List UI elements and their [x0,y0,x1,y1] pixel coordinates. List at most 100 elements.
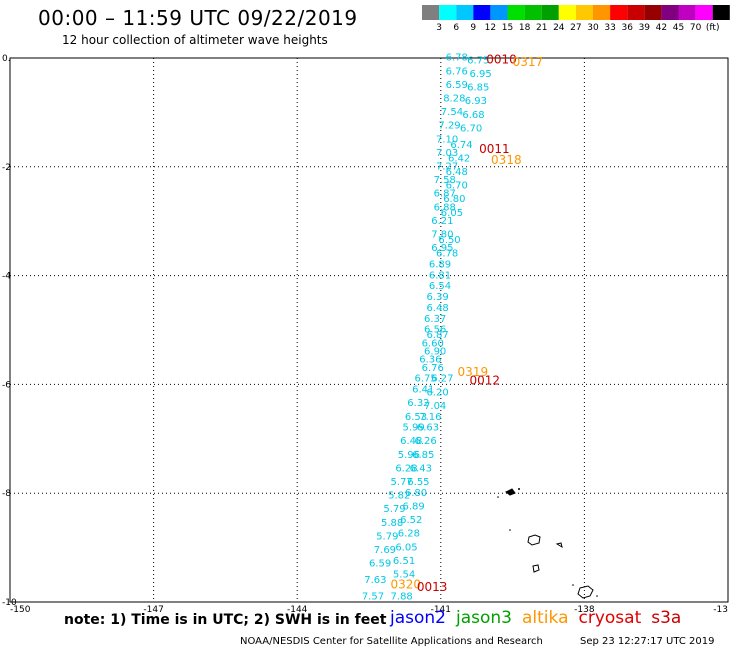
wave-height-label: 6.59 [446,80,468,91]
wave-height-label: 7.69 [374,545,396,556]
wave-height-label: 7.16 [419,412,441,423]
wave-height-label: 6.51 [393,556,415,567]
colorbar-swatch [507,5,525,20]
wave-height-label: 6.90 [424,346,446,357]
wave-height-label: 6.75 [414,374,436,385]
wave-height-label: 5.77 [391,477,413,488]
satellite-legend-s3a: s3a [651,608,682,628]
wave-height-label: 6.54 [429,281,451,292]
colorbar-swatch [695,5,713,20]
y-tick-label: 0. [2,54,11,64]
wave-height-label: 6.89 [403,502,425,513]
colorbar-swatch [644,5,662,20]
colorbar-swatch [541,5,559,20]
wave-height-label: 7.57 [362,591,384,602]
satellite-legend: jason2 jason3 altika cryosat s3a [390,608,691,628]
wave-height-label: 7.27 [436,162,458,173]
chart-title: 00:00 – 11:59 UTC 09/22/2019 [38,6,358,30]
wave-height-label: 6.42 [448,153,470,164]
wave-height-label: 6.95 [431,243,453,254]
colorbar-label: 6 [453,23,459,33]
pass-time-label: 0317 [513,55,544,69]
colorbar-label: 3 [436,23,442,33]
pass-time-label: 0013 [417,580,448,594]
wave-height-label: 6.80 [405,488,427,499]
wave-height-label: 6.48 [426,303,448,314]
wave-height-label: 6.59 [369,559,391,570]
island-outlines [497,488,598,599]
wave-height-label: 6.28 [398,529,420,540]
wave-height-label: 6.27 [431,374,453,385]
wave-height-label: 7.29 [438,121,460,132]
wave-height-label: 6.63 [417,423,439,434]
wave-height-label: 6.87 [426,330,448,341]
wave-height-label: 6.88 [434,202,456,213]
wave-height-label: 5.79 [376,531,398,542]
wave-height-label: 6.39 [426,292,448,303]
colorbar-swatch [575,5,593,20]
wave-height-label: 6.53 [405,412,427,423]
wave-height-label: 6.70 [460,123,482,134]
colorbar-swatch [593,5,611,20]
satellite-legend-altika: altika [522,608,569,628]
y-tick-label: -6 [2,380,11,390]
colorbar-swatch [456,5,474,20]
wave-height-label: 7.80 [431,230,453,241]
wave-height-label: 6.50 [438,235,460,246]
colorbar-label: 9 [470,23,476,33]
satellite-legend-jason3: jason3 [456,608,512,628]
pass-time-label: 0319 [458,365,489,379]
wave-height-label: 8.28 [443,94,465,105]
colorbar-label: 45 [673,23,684,33]
wave-height-label: 6.56 [424,325,446,336]
colorbar-swatch [558,5,576,20]
pass-time-label: 0011 [479,142,510,156]
grid-lines [10,58,728,602]
colorbar-swatch [473,5,491,20]
wave-height-label: 5.96 [398,450,420,461]
colorbar-swatch [661,5,679,20]
wave-height-label: 5.79 [383,504,405,515]
wave-height-label: 7.88 [391,591,413,602]
x-tick-label: -147 [143,605,163,615]
wave-height-label: 7.63 [364,575,386,586]
wave-height-label: 6.43 [410,463,432,474]
wave-height-label: 6.68 [462,110,484,121]
wave-height-label: 6.41 [412,385,434,396]
y-tick-label: -4 [2,272,11,282]
pass-time-label: 0318 [491,153,522,167]
pass-time-label: 0012 [470,373,501,387]
units-note: note: 1) Time is in UTC; 2) SWH is in fe… [64,612,387,628]
colorbar-label: 39 [639,23,651,33]
wave-height-label: 5.99 [403,423,425,434]
wave-height-label: 7.04 [424,401,446,412]
colorbar-label: (ft) [706,23,720,33]
wave-height-label: 6.52 [400,515,422,526]
colorbar-swatch [678,5,696,20]
wave-height-label: 5.54 [393,570,415,581]
axis-labels: -150 -147 -144 -141 -138 -13 0. -2 -4 -6 -8 -10 [2,54,728,615]
wave-height-label: 6.80 [443,194,465,205]
satellite-legend-cryosat: cryosat [578,608,642,628]
wave-height-label: 6.81 [429,270,451,281]
colorbar-label: 30 [587,23,599,33]
colorbar-legend: 3 6 9 12 15 18 21 24 27 30 33 36 39 42 45 70 (ft) [422,5,730,33]
wave-height-label: 6.93 [465,96,487,107]
colorbar-label: 70 [690,23,702,33]
wave-height-label: 7.10 [436,134,458,145]
wave-height-label: 6.76 [422,363,444,374]
colorbar-swatch [610,5,628,20]
wave-height-label: 6.28 [395,463,417,474]
colorbar-label: 33 [604,23,615,33]
wave-height-label: 6.85 [412,450,434,461]
satellite-legend-jason2: jason2 [390,608,446,628]
colorbar-label: 18 [519,23,531,33]
colorbar-label: 27 [570,23,581,33]
colorbar-swatch [712,5,730,20]
chart-subtitle: 12 hour collection of altimeter wave hei… [62,33,328,47]
wave-height-label: 6.05 [441,208,463,219]
colorbar-swatch [524,5,542,20]
wave-height-label: 6.32 [407,398,429,409]
wave-height-label: 6.74 [450,140,472,151]
